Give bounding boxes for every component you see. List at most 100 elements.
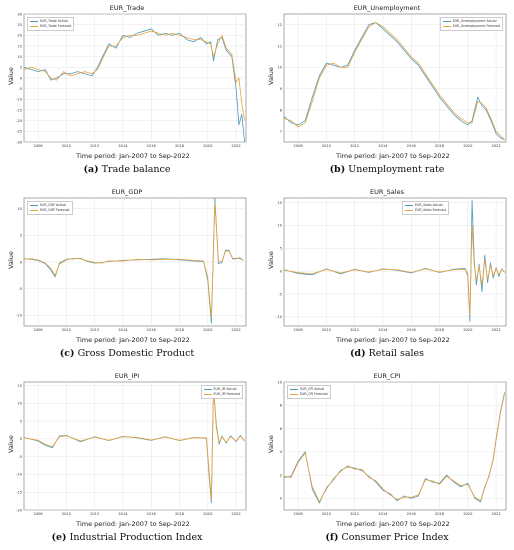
x-tick-label: 2014 xyxy=(118,512,128,516)
figure-caption: (e) Industrial Production Index xyxy=(2,532,252,543)
y-tick-label: 0 xyxy=(20,437,23,441)
x-tick-label: 2016 xyxy=(407,512,417,516)
legend-entry: EUR_Unemployment Actual xyxy=(442,19,500,24)
x-tick-label: 2012 xyxy=(350,328,359,332)
y-tick-label: 0 xyxy=(280,497,283,501)
chart-title: EUR_Unemployment xyxy=(353,4,421,12)
y-tick-label: 0 xyxy=(20,76,23,80)
x-tick-label: 2010 xyxy=(62,328,72,332)
x-tick-label: 2018 xyxy=(435,144,445,148)
chart-title: EUR_GDP xyxy=(111,188,143,196)
legend-label: EUR_CPI Actual xyxy=(300,387,325,391)
legend-swatch xyxy=(290,388,298,390)
caption-letter: (c) xyxy=(59,348,75,359)
x-tick-label: 2018 xyxy=(175,512,185,516)
x-tick-label: 2014 xyxy=(378,512,388,516)
x-tick-label: 2014 xyxy=(118,328,128,332)
chart-title: EUR_Sales xyxy=(370,188,404,196)
figure-caption: (a) Trade balance xyxy=(2,164,252,175)
y-axis-label: Value xyxy=(267,435,275,453)
caption-letter: (d) xyxy=(349,348,366,359)
chart-svg: -10 -5 0 5 10 2008 2010 2012 2014 2016 2018 2020 202… xyxy=(16,197,247,332)
x-tick-label: 2020 xyxy=(203,144,213,148)
y-tick-label: -5 xyxy=(18,455,22,459)
y-tick-label: 4 xyxy=(280,450,283,454)
x-tick-label: 2018 xyxy=(175,328,185,332)
x-tick-label: 2010 xyxy=(322,328,332,332)
x-tick-label: 2014 xyxy=(378,144,388,148)
x-tick-label: 2010 xyxy=(322,512,332,516)
y-tick-label: 7 xyxy=(280,130,282,134)
legend: EUR_Trade Actual EUR_Trade Forecast xyxy=(27,17,75,31)
y-tick-label: 0 xyxy=(280,269,283,273)
y-tick-label: 30 xyxy=(17,12,22,16)
y-tick-label: 10 xyxy=(17,207,22,211)
x-axis-label: Time period: Jan-2007 to Sep-2022 xyxy=(336,152,450,160)
series-line-forecast xyxy=(23,201,244,319)
legend-label: EUR_Sales Actual xyxy=(415,203,443,207)
y-tick-label: -15 xyxy=(16,491,22,495)
caption-letter: (e) xyxy=(51,532,67,543)
chart-panel-gdp: EUR_GDP -10 -5 0 5 10 2008 2010 2012 2014 2016 2018… xyxy=(2,186,252,364)
legend-entry: EUR_CPI Actual xyxy=(290,387,328,392)
chart-svg: -20 -15 -10 -5 0 5 10 15 2008 2010 2012 2014 2016 201… xyxy=(16,381,247,516)
x-tick-label: 2010 xyxy=(62,512,72,516)
y-tick-label: 5 xyxy=(20,234,22,238)
plot-frame xyxy=(283,13,507,143)
x-tick-label: 2008 xyxy=(294,328,304,332)
legend-label: EUR_Trade Actual xyxy=(40,19,68,23)
x-tick-label: 2012 xyxy=(350,512,359,516)
x-tick-label: 2022 xyxy=(492,328,501,332)
caption-letter: (a) xyxy=(83,164,99,175)
legend-label: EUR_Sales Forecast xyxy=(415,208,447,212)
caption-letter: (f) xyxy=(325,532,339,543)
y-tick-label: -25 xyxy=(16,130,22,134)
y-tick-label: 15 xyxy=(277,201,282,205)
x-tick-label: 2012 xyxy=(90,328,99,332)
x-axis-label: Time period: Jan-2007 to Sep-2022 xyxy=(76,520,190,528)
x-tick-label: 2018 xyxy=(175,144,185,148)
caption-text: Gross Domestic Product xyxy=(77,348,195,359)
caption-text: Retail sales xyxy=(368,348,425,359)
x-tick-label: 2008 xyxy=(34,512,44,516)
y-tick-label: 6 xyxy=(280,427,283,431)
x-tick-label: 2020 xyxy=(463,512,473,516)
legend-entry: EUR_Unemployment Forecast xyxy=(442,24,500,29)
legend-label: EUR_IPI Forecast xyxy=(213,392,240,396)
legend-label: EUR_Trade Forecast xyxy=(40,24,72,28)
legend-swatch xyxy=(203,388,212,390)
series-line-actual xyxy=(283,22,505,141)
y-tick-label: 8 xyxy=(280,108,283,112)
y-tick-label: 10 xyxy=(17,55,22,59)
chart-svg: 7 8 9 10 11 12 2008 2010 2012 2014 2016 2018 2020 202… xyxy=(277,13,507,148)
y-axis-label: Value xyxy=(7,67,15,85)
legend-swatch xyxy=(442,20,451,22)
x-tick-label: 2008 xyxy=(294,144,304,148)
x-tick-label: 2018 xyxy=(435,512,445,516)
y-tick-label: -20 xyxy=(16,119,23,123)
legend-swatch xyxy=(30,20,38,22)
x-tick-label: 2022 xyxy=(492,512,501,516)
y-tick-label: 15 xyxy=(17,44,22,48)
x-axis-label: Time period: Jan-2007 to Sep-2022 xyxy=(76,336,190,344)
y-tick-label: 10 xyxy=(277,224,282,228)
y-tick-label: -15 xyxy=(16,108,22,112)
legend-label: EUR_Unemployment Forecast xyxy=(452,24,500,28)
x-tick-label: 2020 xyxy=(203,328,213,332)
x-tick-label: 2014 xyxy=(118,144,128,148)
x-tick-label: 2012 xyxy=(90,512,99,516)
y-tick-label: 5 xyxy=(280,247,282,251)
legend-swatch xyxy=(30,209,38,211)
series-line-forecast xyxy=(283,393,505,503)
x-tick-label: 2022 xyxy=(232,328,241,332)
plot-frame xyxy=(283,381,507,511)
x-tick-label: 2012 xyxy=(350,144,359,148)
y-tick-label: -10 xyxy=(276,315,283,319)
legend-entry: EUR_GDP Forecast xyxy=(30,208,70,213)
y-tick-label: 11 xyxy=(277,44,282,48)
legend-label: EUR_GDP Actual xyxy=(40,203,67,207)
y-tick-label: -5 xyxy=(278,292,282,296)
x-tick-label: 2016 xyxy=(407,328,417,332)
y-tick-label: 10 xyxy=(277,380,282,384)
y-tick-label: 25 xyxy=(17,23,22,27)
